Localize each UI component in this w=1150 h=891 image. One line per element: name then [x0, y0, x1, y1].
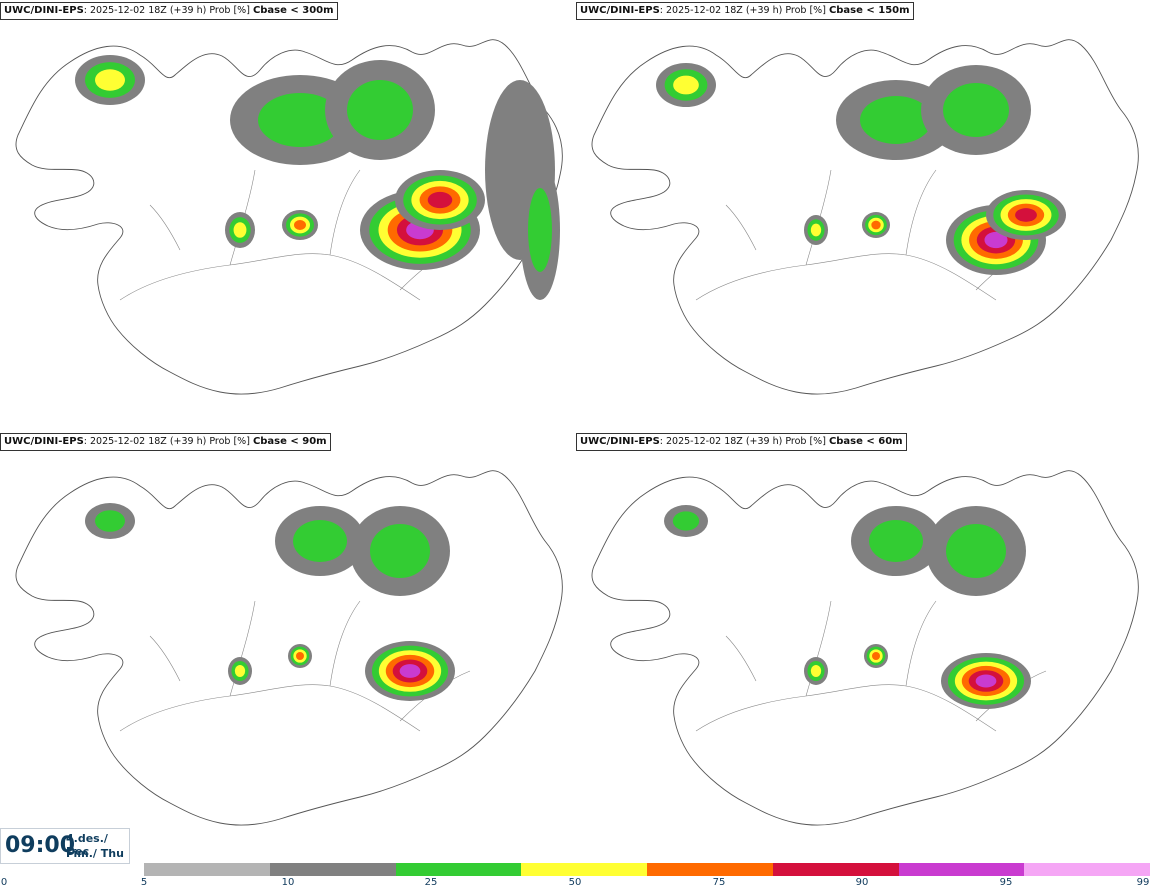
probability-contour: [869, 520, 923, 562]
threshold-label: Cbase < 60m: [828, 436, 903, 447]
model-name: UWC/DINI-EPS: [580, 5, 660, 16]
colorbar-tick-label: 95: [999, 877, 1013, 888]
colorbar-tick-label: 50: [568, 877, 582, 888]
probability-contour: [872, 652, 880, 660]
probability-contour: [975, 674, 997, 688]
colorbar-segment: [647, 863, 773, 876]
valid-time-box: 09:00 4.des./ Dec Fim./ Thu: [0, 828, 130, 864]
colorbar-ticks: 0 5 10 25 50 75 90 95 99: [0, 877, 1150, 891]
iceland-map: [591, 39, 1139, 395]
map-panel-3: UWC/DINI-EPS: 2025-12-02 18Z (+39 h) Pro…: [0, 431, 574, 859]
probability-contour: [347, 80, 413, 140]
probability-field: [75, 55, 560, 300]
panel-title: UWC/DINI-EPS: 2025-12-02 18Z (+39 h) Pro…: [0, 433, 331, 451]
run-info: : 2025-12-02 18Z (+39 h) Prob [%]: [83, 5, 253, 16]
threshold-label: Cbase < 150m: [828, 5, 910, 16]
map-panel-4: UWC/DINI-EPS: 2025-12-02 18Z (+39 h) Pro…: [576, 431, 1150, 859]
probability-contour: [528, 188, 552, 272]
threshold-label: Cbase < 300m: [252, 5, 334, 16]
road-lines: [119, 600, 471, 732]
colorbar-segment: [395, 863, 522, 876]
probability-contour: [258, 93, 342, 147]
probability-contour: [234, 665, 246, 677]
colorbar-tick-label: 90: [855, 877, 869, 888]
road-lines: [695, 169, 1047, 301]
iceland-map: [591, 470, 1139, 826]
probability-colorbar: [144, 863, 1150, 876]
probability-contour: [399, 664, 421, 678]
valid-date-line-2: Fim./ Thu: [66, 847, 124, 860]
model-name: UWC/DINI-EPS: [4, 436, 84, 447]
probability-contour: [294, 220, 306, 230]
probability-field: [656, 63, 1066, 275]
model-name: UWC/DINI-EPS: [580, 436, 660, 447]
probability-field: [85, 503, 455, 701]
iceland-map: [15, 39, 563, 395]
colorbar-segment: [521, 863, 647, 876]
probability-contour: [95, 69, 125, 91]
colorbar-tick-label: 5: [140, 877, 148, 888]
probability-contour: [943, 83, 1009, 137]
probability-contour: [810, 223, 822, 237]
probability-contour: [296, 652, 304, 660]
probability-contour: [810, 665, 822, 677]
threshold-label: Cbase < 90m: [252, 436, 327, 447]
probability-field: [664, 505, 1031, 709]
probability-contour: [95, 510, 125, 532]
colorbar-segment: [269, 863, 396, 876]
panel-title: UWC/DINI-EPS: 2025-12-02 18Z (+39 h) Pro…: [0, 2, 338, 20]
probability-contour: [984, 231, 1008, 249]
probability-contour: [860, 96, 932, 144]
probability-contour: [672, 511, 700, 531]
probability-contour: [1015, 208, 1037, 222]
panel-title: UWC/DINI-EPS: 2025-12-02 18Z (+39 h) Pro…: [576, 2, 914, 20]
colorbar-segment: [144, 863, 270, 876]
probability-contour: [370, 524, 430, 578]
probability-contour: [871, 220, 881, 230]
iceland-map: [15, 470, 563, 826]
colorbar-tick-label: 25: [424, 877, 438, 888]
probability-contour: [293, 520, 347, 562]
valid-date-line-1: 4.des./ Dec: [66, 832, 108, 858]
colorbar-tick-label: 75: [712, 877, 726, 888]
panel-title: UWC/DINI-EPS: 2025-12-02 18Z (+39 h) Pro…: [576, 433, 907, 451]
colorbar-tick-label: 10: [281, 877, 295, 888]
colorbar-tick-label: 0: [0, 877, 8, 888]
colorbar-tick-label: 99: [1136, 877, 1150, 888]
run-info: : 2025-12-02 18Z (+39 h) Prob [%]: [659, 5, 829, 16]
probability-contour: [233, 222, 247, 238]
probability-contour: [427, 191, 453, 209]
colorbar-segment: [1024, 863, 1150, 876]
colorbar-segment: [772, 863, 899, 876]
map-panel-1: UWC/DINI-EPS: 2025-12-02 18Z (+39 h) Pro…: [0, 0, 574, 428]
colorbar-segment: [898, 863, 1025, 876]
run-info: : 2025-12-02 18Z (+39 h) Prob [%]: [83, 436, 253, 447]
road-lines: [695, 600, 1047, 732]
probability-contour: [673, 75, 699, 95]
model-name: UWC/DINI-EPS: [4, 5, 84, 16]
map-panel-2: UWC/DINI-EPS: 2025-12-02 18Z (+39 h) Pro…: [576, 0, 1150, 428]
probability-contour: [946, 524, 1006, 578]
valid-time: 09:00: [5, 833, 76, 858]
run-info: : 2025-12-02 18Z (+39 h) Prob [%]: [659, 436, 829, 447]
